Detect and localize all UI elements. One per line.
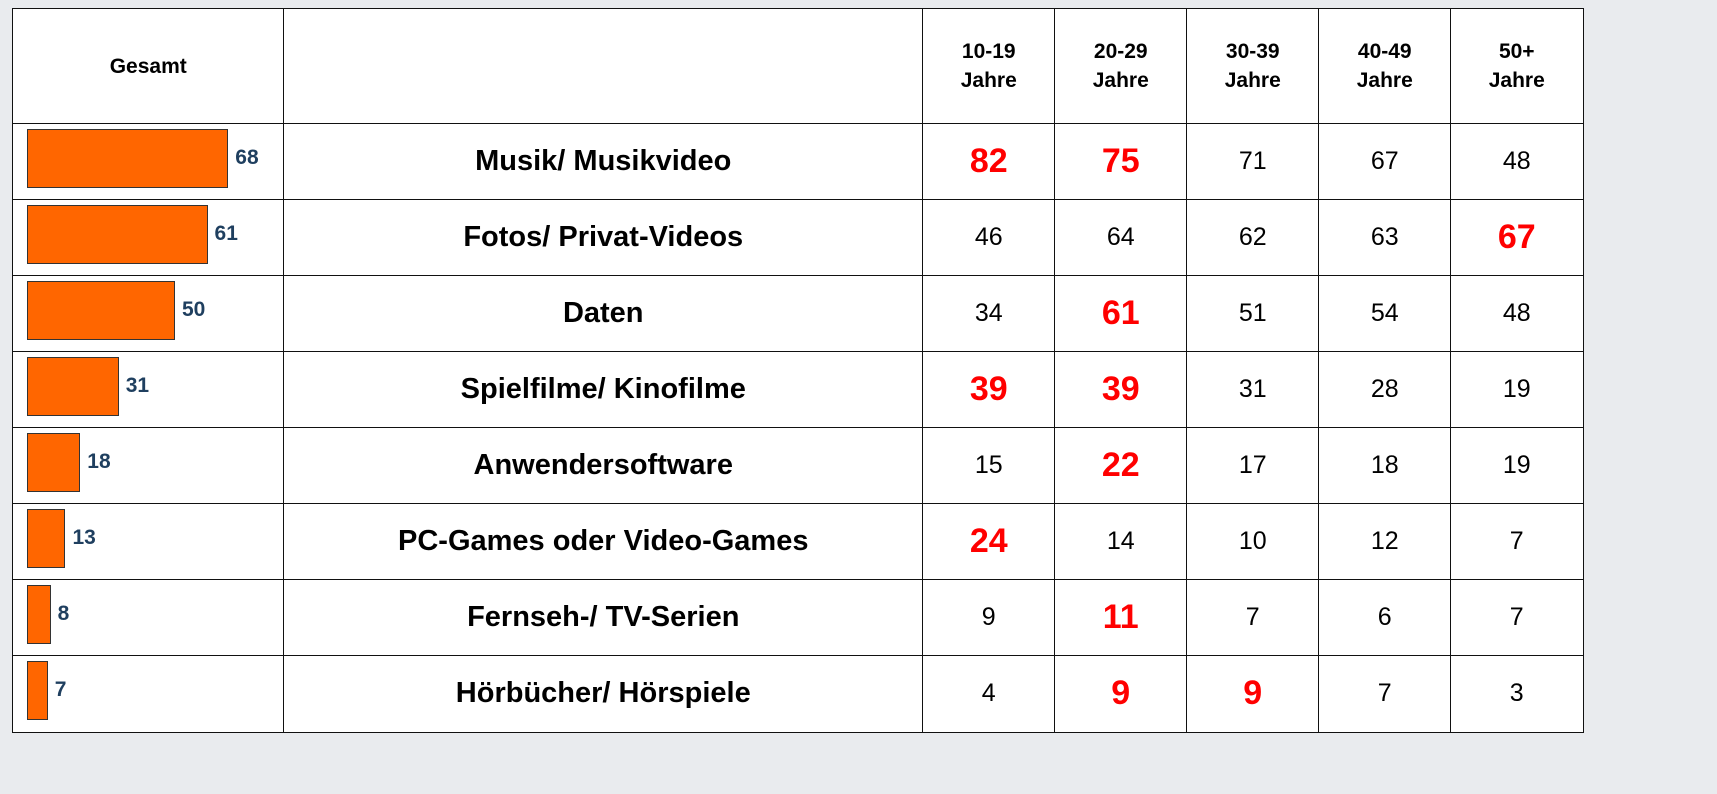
value-cell: 9 [1186, 655, 1320, 733]
value-cell: 12 [1318, 503, 1452, 581]
value-cell: 28 [1318, 351, 1452, 429]
row-label: Fotos/ Privat-Videos [283, 199, 924, 277]
total-cell: 31 [12, 351, 285, 429]
header-age: 20-29 Jahre [1054, 8, 1188, 125]
value-cell: 67 [1450, 199, 1584, 277]
bar [27, 129, 229, 188]
value-cell: 63 [1318, 199, 1452, 277]
total-cell: 61 [12, 199, 285, 277]
value-cell: 24 [922, 503, 1056, 581]
row-label: Anwendersoftware [283, 427, 924, 505]
age-range: 10-19 [961, 40, 1016, 64]
bar [27, 585, 51, 644]
value-cell: 75 [1054, 123, 1188, 201]
value-cell: 46 [922, 199, 1056, 277]
row-label: Musik/ Musikvideo [283, 123, 924, 201]
value-cell: 7 [1186, 579, 1320, 657]
value-cell: 15 [922, 427, 1056, 505]
bar-label: 31 [125, 374, 150, 397]
age-range: 20-29 [1093, 40, 1148, 64]
value-cell: 22 [1054, 427, 1188, 505]
value-cell: 34 [922, 275, 1056, 353]
value-cell: 48 [1450, 275, 1584, 353]
age-unit: Jahre [1356, 69, 1413, 93]
bar [27, 281, 175, 340]
age-unit: Jahre [1488, 69, 1545, 93]
total-cell: 18 [12, 427, 285, 505]
bar [27, 433, 81, 492]
value-cell: 51 [1186, 275, 1320, 353]
value-cell: 17 [1186, 427, 1320, 505]
row-label: Daten [283, 275, 924, 353]
bar [27, 205, 208, 264]
total-cell: 68 [12, 123, 285, 201]
value-cell: 9 [1054, 655, 1188, 733]
bar [27, 357, 119, 416]
value-cell: 39 [1054, 351, 1188, 429]
header-age: 50+ Jahre [1450, 8, 1584, 125]
bar-label: 68 [235, 146, 259, 169]
value-cell: 67 [1318, 123, 1452, 201]
bar [27, 661, 48, 720]
value-cell: 14 [1054, 503, 1188, 581]
value-cell: 39 [922, 351, 1056, 429]
header-age: 30-39 Jahre [1186, 8, 1320, 125]
value-cell: 7 [1318, 655, 1452, 733]
value-cell: 64 [1054, 199, 1188, 277]
value-cell: 61 [1054, 275, 1188, 353]
value-cell: 9 [922, 579, 1056, 657]
row-label: Spielfilme/ Kinofilme [283, 351, 924, 429]
value-cell: 11 [1054, 579, 1188, 657]
age-range: 50+ [1498, 40, 1535, 64]
value-cell: 48 [1450, 123, 1584, 201]
value-cell: 71 [1186, 123, 1320, 201]
bar-label: 7 [54, 678, 67, 701]
bar-label: 61 [214, 222, 238, 245]
bar-label: 50 [182, 298, 206, 321]
value-cell: 62 [1186, 199, 1320, 277]
value-cell: 54 [1318, 275, 1452, 353]
value-cell: 19 [1450, 351, 1584, 429]
value-cell: 3 [1450, 655, 1584, 733]
header-age: 10-19 Jahre [922, 8, 1056, 125]
value-cell: 82 [922, 123, 1056, 201]
bar-label: 13 [72, 526, 96, 549]
header-label [283, 8, 924, 125]
age-unit: Jahre [1224, 69, 1281, 93]
total-cell: 13 [12, 503, 285, 581]
total-cell: 7 [12, 655, 285, 733]
value-cell: 31 [1186, 351, 1320, 429]
total-cell: 50 [12, 275, 285, 353]
row-label: Hörbücher/ Hörspiele [283, 655, 924, 733]
header-age: 40-49 Jahre [1318, 8, 1452, 125]
age-range: 30-39 [1225, 40, 1280, 64]
value-cell: 18 [1318, 427, 1452, 505]
row-label: PC-Games oder Video-Games [283, 503, 924, 581]
header-total: Gesamt [12, 8, 285, 125]
value-cell: 10 [1186, 503, 1320, 581]
value-cell: 19 [1450, 427, 1584, 505]
value-cell: 6 [1318, 579, 1452, 657]
bar-label: 18 [87, 450, 111, 473]
value-cell: 4 [922, 655, 1056, 733]
total-cell: 8 [12, 579, 285, 657]
bar [27, 509, 66, 568]
row-label: Fernseh-/ TV-Serien [283, 579, 924, 657]
age-unit: Jahre [1092, 69, 1149, 93]
age-range: 40-49 [1357, 40, 1412, 64]
value-cell: 7 [1450, 579, 1584, 657]
bar-label: 8 [57, 602, 70, 625]
age-unit: Jahre [960, 69, 1017, 93]
value-cell: 7 [1450, 503, 1584, 581]
